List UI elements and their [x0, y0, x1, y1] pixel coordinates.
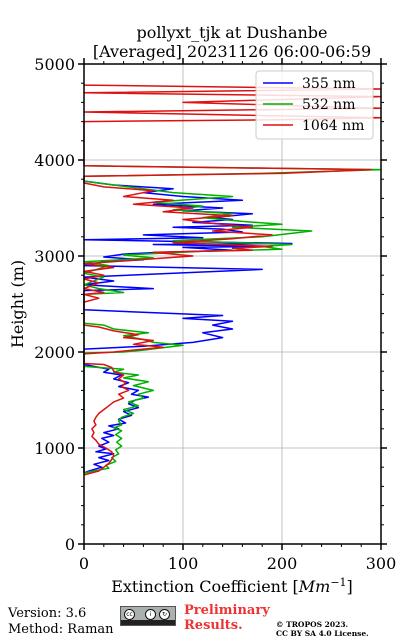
x-axis-label: Extinction Coefficient [Mm−1]: [111, 576, 353, 596]
sa-icon: ↻: [159, 609, 170, 620]
x-tick-label: 200: [267, 554, 298, 573]
copyright-line2: CC BY SA 4.0 License.: [276, 629, 369, 638]
y-tick-label: 1000: [34, 439, 75, 458]
version-label: Version: 3.6: [8, 606, 87, 621]
plot-frame: [83, 63, 382, 545]
cc-icon: cc: [124, 609, 135, 620]
x-axis-label-text: Extinction Coefficient [: [111, 577, 299, 596]
cc-license-badge: cc i ↻: [120, 606, 176, 626]
extinction-profile-chart: pollyxt_tjk at Dushanbe [Averaged] 20231…: [8, 23, 396, 596]
x-tick-label: 0: [79, 554, 89, 573]
chart-title: pollyxt_tjk at Dushanbe: [136, 23, 327, 42]
legend-label-355: 355 nm: [302, 76, 355, 92]
x-tick-label: 100: [168, 554, 199, 573]
legend: 355 nm 532 nm 1064 nm: [255, 70, 374, 140]
preliminary-line2: Results.: [184, 618, 243, 633]
series-line-355-nm: [83, 180, 293, 474]
method-label: Method: Raman: [8, 622, 114, 637]
x-axis-label-unit: Mm: [298, 577, 331, 596]
copyright-line1: © TROPOS 2023.: [276, 620, 349, 629]
y-tick-label: 4000: [34, 151, 75, 170]
footer-info: Version: 3.6 Method: Raman: [8, 606, 114, 638]
series-layer: [83, 84, 382, 476]
x-axis-label-exp: −1: [330, 576, 346, 589]
y-tick-label: 5000: [34, 55, 75, 74]
x-axis-label-close: ]: [347, 577, 353, 596]
series-line-532-nm: [83, 165, 382, 474]
y-tick-label: 3000: [34, 247, 75, 266]
y-axis-label: Height (m): [8, 260, 27, 348]
copyright-notice: © TROPOS 2023. CC BY SA 4.0 License.: [276, 620, 369, 638]
legend-label-1064: 1064 nm: [302, 118, 364, 134]
legend-label-532: 532 nm: [302, 97, 355, 113]
legend-box: [255, 70, 374, 140]
preliminary-notice: Preliminary Results.: [184, 603, 270, 633]
x-tick-label: 300: [366, 554, 397, 573]
by-icon: i: [145, 609, 156, 620]
series-line-1064-nm: [83, 84, 382, 476]
y-tick-label: 0: [65, 535, 75, 554]
y-tick-label: 2000: [34, 343, 75, 362]
preliminary-line1: Preliminary: [184, 603, 270, 618]
chart-subtitle: [Averaged] 20231126 06:00-06:59: [93, 42, 371, 61]
axis-ticks: [78, 58, 387, 550]
